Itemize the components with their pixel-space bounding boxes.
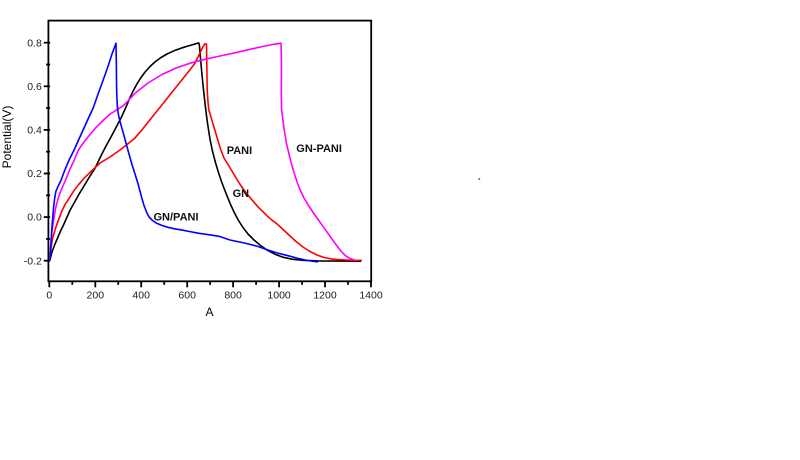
svg-text:200: 200 bbox=[87, 289, 105, 301]
svg-text:GN/PANI: GN/PANI bbox=[154, 212, 199, 224]
svg-text:A: A bbox=[205, 305, 213, 319]
svg-text:600: 600 bbox=[178, 289, 196, 301]
svg-text:GN: GN bbox=[233, 188, 250, 200]
svg-text:0.8: 0.8 bbox=[27, 37, 42, 49]
svg-text:0.6: 0.6 bbox=[27, 81, 42, 93]
svg-text:800: 800 bbox=[224, 289, 242, 301]
svg-text:0.2: 0.2 bbox=[27, 168, 42, 180]
svg-text:-0.2: -0.2 bbox=[24, 255, 42, 267]
svg-text:PANI: PANI bbox=[227, 145, 252, 157]
svg-text:0: 0 bbox=[46, 289, 52, 301]
svg-text:0.0: 0.0 bbox=[27, 212, 42, 224]
svg-text:Potential(V): Potential(V) bbox=[0, 106, 14, 169]
svg-text:1200: 1200 bbox=[313, 289, 337, 301]
svg-text:1000: 1000 bbox=[267, 289, 291, 301]
svg-text:0.4: 0.4 bbox=[27, 125, 42, 137]
svg-text:1400: 1400 bbox=[359, 289, 383, 301]
svg-text:GN-PANI: GN-PANI bbox=[296, 143, 342, 155]
svg-text:400: 400 bbox=[132, 289, 150, 301]
